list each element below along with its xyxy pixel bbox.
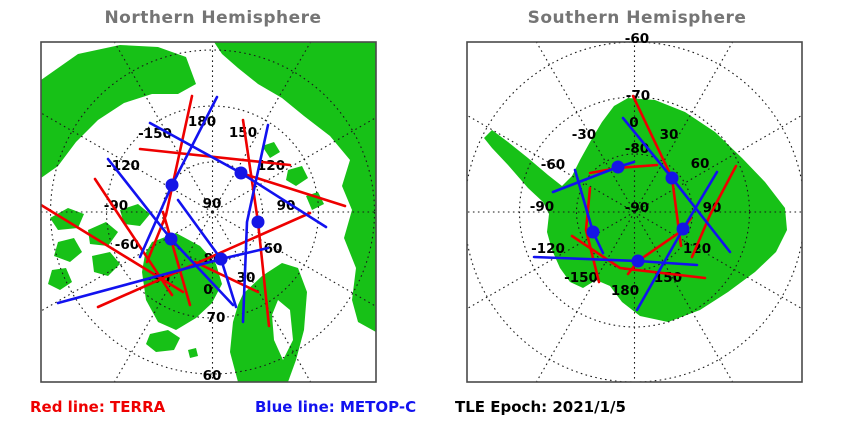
south-longitude-spoke	[535, 42, 635, 213]
terra-ground-track	[138, 147, 292, 167]
north-longitude-spoke	[113, 42, 213, 213]
terra-ground-track	[690, 164, 738, 259]
south-latitude-label: -60	[625, 31, 649, 47]
south-longitude-label: 60	[691, 156, 710, 172]
south-latitude-label: -80	[625, 141, 649, 157]
terra-ground-track	[161, 210, 192, 307]
north-latitude-label: 90	[203, 196, 222, 212]
south-longitude-label: 30	[660, 127, 679, 143]
orbit-start-dot	[165, 178, 179, 192]
north-hemisphere-plot: 180-150 150-120 120-90 90-60 60-30 3009080706…	[41, 42, 376, 384]
north-landmass	[286, 166, 308, 186]
south-longitude-label: 120	[683, 241, 711, 257]
north-landmass	[41, 45, 196, 178]
north-landmass	[54, 238, 82, 262]
north-longitude-spoke	[212, 211, 312, 382]
north-plot-border	[40, 41, 377, 383]
south-longitude-label: 180	[611, 283, 639, 299]
south-latitude-label: -70	[626, 88, 650, 104]
orbit-start-dot	[251, 215, 265, 229]
north-longitude-label: 150	[229, 125, 257, 141]
orbit-start-dot	[676, 222, 690, 236]
south-longitude-label: -30	[572, 127, 596, 143]
north-longitude-label: 0	[203, 282, 212, 298]
orbit-start-dot	[164, 232, 178, 246]
north-longitude-label: -60	[115, 237, 139, 253]
terra-ground-track	[145, 94, 194, 264]
north-longitude-label: -150	[138, 126, 172, 142]
north-latitude-circle	[49, 49, 376, 375]
north-longitude-spoke	[41, 112, 213, 213]
south-hemisphere-plot: 030-3060-6090-90120-120150-150180-60-70-…	[467, 31, 802, 382]
terra-ground-track	[584, 186, 601, 284]
north-longitude-label: 180	[188, 114, 216, 130]
north-latitude-label: 60	[203, 368, 222, 384]
north-longitude-label: 90	[277, 198, 296, 214]
orbit-start-dot	[214, 252, 228, 266]
south-longitude-label: 0	[629, 115, 638, 131]
north-landmass	[188, 348, 198, 358]
terra-ground-track	[239, 171, 347, 208]
north-longitude-label: 60	[264, 241, 283, 257]
north-landmass	[50, 208, 84, 230]
south-latitude-label-top: -60	[625, 31, 649, 47]
north-water-body	[272, 300, 293, 360]
south-longitude-spoke	[634, 114, 802, 213]
south-longitude-spoke	[467, 114, 635, 213]
south-plot-border	[466, 41, 803, 383]
north-longitude-spoke	[212, 116, 376, 213]
north-plot-title: Northern Hemisphere	[104, 8, 322, 28]
north-landmass	[306, 192, 324, 210]
orbit-start-dot	[586, 225, 600, 239]
terra-ground-track	[570, 234, 707, 280]
north-longitude-spoke	[212, 211, 376, 308]
south-landmass	[484, 98, 787, 322]
north-landmass	[120, 204, 150, 226]
north-landmass	[48, 268, 72, 290]
orbit-start-dot	[631, 254, 645, 268]
south-plot-title: Southern Hemisphere	[527, 8, 747, 28]
north-landmass	[207, 42, 376, 332]
south-longitude-label: -60	[541, 157, 565, 173]
south-longitude-label: -120	[531, 241, 565, 257]
south-longitude-label: -150	[564, 270, 598, 286]
south-longitude-spoke	[467, 211, 635, 310]
north-landmass	[146, 330, 180, 352]
legend-metopc-label: Blue line: METOP-C	[255, 398, 417, 416]
orbit-start-dot	[234, 166, 248, 180]
legend-terra-label: Red line: TERRA	[30, 398, 166, 416]
south-longitude-label: -90	[530, 199, 554, 215]
legend-tle-epoch-label: TLE Epoch: 2021/1/5	[455, 398, 626, 416]
south-longitude-spoke	[535, 211, 635, 382]
terra-ground-track	[96, 211, 312, 309]
terra-ground-track	[41, 203, 185, 294]
north-latitude-label: 70	[207, 310, 226, 326]
south-latitude-label: -90	[625, 200, 649, 216]
north-landmass	[262, 142, 280, 158]
north-longitude-label: -120	[106, 158, 140, 174]
legend-row: Red line: TERRA Blue line: METOP-C TLE E…	[0, 398, 850, 422]
orbit-start-dot	[665, 171, 679, 185]
north-landmass	[88, 222, 118, 246]
orbit-start-dot	[611, 160, 625, 174]
metop-c-ground-track	[241, 123, 270, 324]
south-longitude-spoke	[634, 42, 734, 213]
